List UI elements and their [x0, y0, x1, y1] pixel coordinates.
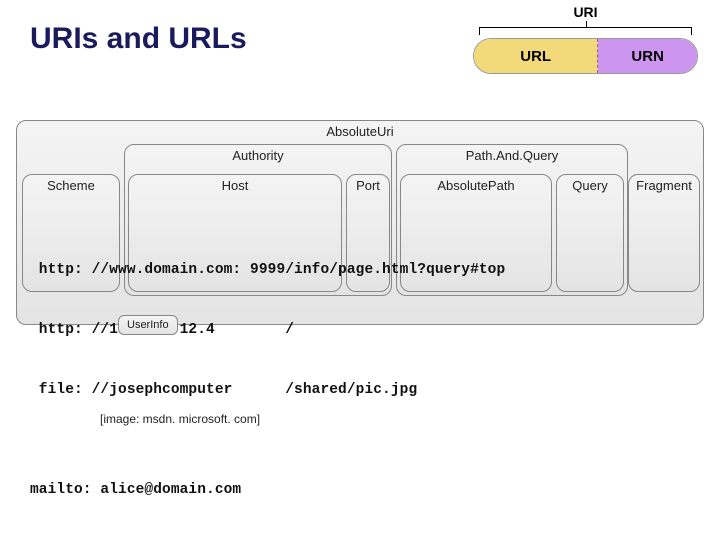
box-label: UserInfo	[127, 319, 169, 331]
uri-bracket	[473, 21, 698, 35]
url-pill: URL	[474, 39, 598, 73]
box-label: Authority	[232, 148, 283, 163]
box-label: Query	[572, 178, 607, 193]
box-label: Host	[222, 178, 249, 193]
uri-pills: URL URN	[473, 38, 698, 74]
box-label: AbsoluteUri	[326, 124, 393, 139]
image-caption: [image: msdn. microsoft. com]	[100, 412, 260, 426]
box-label: Scheme	[47, 178, 95, 193]
box-query: Query	[556, 174, 624, 292]
box-label: Path.And.Query	[466, 148, 559, 163]
uri-pill-diagram: URI URL URN	[473, 4, 698, 74]
urn-pill: URN	[598, 39, 697, 73]
uri-example-row: mailto: alice@domain.com	[30, 480, 505, 500]
uri-example-row: file: //josephcomputer /shared/pic.jpg	[30, 380, 505, 400]
uri-example-row: http: //192.25. 12.4 /	[30, 320, 505, 340]
uri-parts-diagram: AbsoluteUri Authority Path.And.Query Sch…	[16, 120, 704, 400]
box-userinfo: UserInfo	[118, 315, 178, 335]
uri-example-row: http: //www.domain.com: 9999/info/page.h…	[30, 260, 505, 280]
box-label: Port	[356, 178, 380, 193]
box-fragment: Fragment	[628, 174, 700, 292]
box-label: AbsolutePath	[437, 178, 514, 193]
slide-title: URIs and URLs	[30, 22, 247, 56]
uri-label: URI	[473, 4, 698, 20]
uri-examples: http: //www.domain.com: 9999/info/page.h…	[30, 220, 505, 540]
box-label: Fragment	[636, 178, 692, 193]
